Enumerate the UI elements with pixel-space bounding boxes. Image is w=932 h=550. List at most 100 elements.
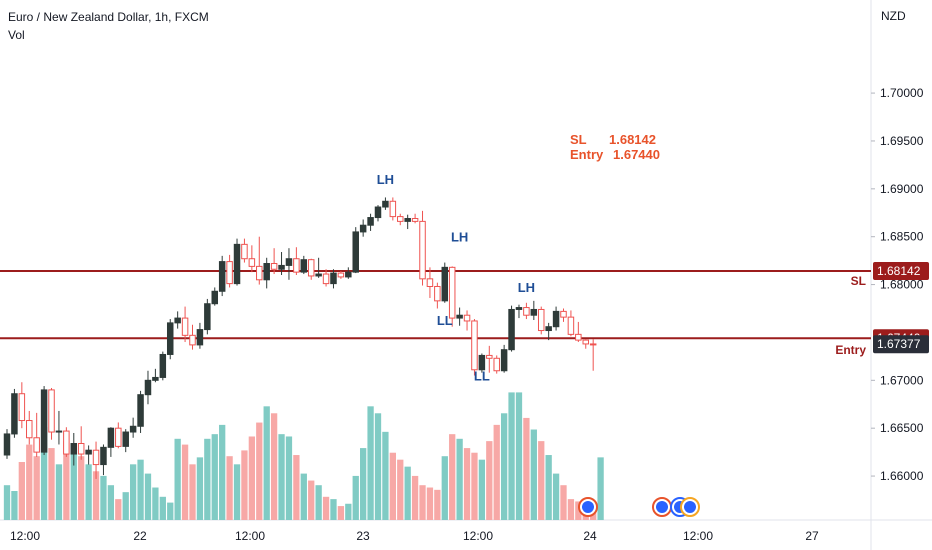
- candle-body: [307, 259, 315, 277]
- candle-body: [115, 427, 122, 447]
- candle-body: [523, 307, 530, 316]
- volume-bar: [78, 456, 85, 520]
- volume-bar: [575, 501, 582, 520]
- volume-bar: [92, 471, 100, 520]
- candle-body: [3, 433, 11, 456]
- volume-bar: [352, 475, 359, 520]
- candle-body: [508, 308, 515, 351]
- candle-body: [337, 272, 345, 278]
- candle-body: [493, 357, 500, 372]
- candle-body: [263, 263, 270, 281]
- candle-body: [315, 273, 322, 277]
- candle-body: [233, 243, 241, 285]
- candle-body: [129, 425, 137, 433]
- volume-bar: [219, 424, 226, 520]
- event-flag-icon: [582, 501, 594, 513]
- candle-body: [204, 303, 211, 331]
- volume-bar: [382, 431, 389, 520]
- candle-body: [85, 449, 92, 455]
- volume-bar: [11, 491, 18, 520]
- volume-bar: [360, 448, 367, 520]
- volume-bar: [337, 506, 345, 520]
- candle-body: [486, 354, 493, 359]
- candle-body: [322, 273, 330, 285]
- volume-bar: [285, 436, 293, 520]
- volume-bar: [315, 485, 322, 520]
- candle-body: [248, 258, 256, 267]
- volume-bar: [33, 456, 40, 520]
- candle-body: [560, 310, 567, 318]
- volume-bar: [478, 459, 486, 520]
- volume-bar: [278, 434, 285, 520]
- candle-body: [159, 353, 167, 378]
- candle-body: [419, 220, 426, 280]
- swing-label-lh: LH: [451, 229, 468, 244]
- candle-body: [500, 349, 508, 372]
- volume-bar: [100, 475, 107, 520]
- note-entry-price: 1.67440: [613, 147, 660, 162]
- candle-body: [270, 263, 278, 270]
- y-tick-label: 1.66000: [880, 469, 924, 483]
- y-tick-label: 1.69500: [880, 134, 924, 148]
- y-tick-label: 1.67000: [880, 373, 924, 387]
- note-sl-label: SL: [570, 132, 587, 147]
- candle-body: [389, 200, 397, 218]
- volume-bar: [159, 496, 166, 520]
- volume-bar: [270, 413, 278, 520]
- candle-body: [26, 420, 33, 439]
- chart-title: Euro / New Zealand Dollar, 1h, FXCM: [8, 10, 209, 24]
- candle-body: [345, 271, 352, 278]
- volume-bar: [181, 444, 189, 520]
- candle-body: [448, 266, 456, 319]
- y-tick-label: 1.68000: [880, 278, 924, 292]
- candle-body: [426, 278, 434, 287]
- swing-label-lh: LH: [518, 280, 535, 295]
- volume-bar: [189, 464, 196, 520]
- volume-bar: [397, 459, 404, 520]
- candle-body: [515, 307, 523, 310]
- candle-body: [374, 206, 382, 219]
- candle-body: [181, 317, 189, 336]
- volume-bar: [515, 392, 523, 520]
- volume-bar: [248, 436, 256, 520]
- candle-body: [552, 310, 560, 328]
- candle-body: [582, 339, 590, 345]
- candle-body: [40, 389, 48, 453]
- level-name-label: SL: [851, 274, 866, 288]
- volume-bar: [449, 434, 456, 520]
- candle-body: [70, 443, 78, 455]
- volume-label: Vol: [8, 28, 25, 42]
- volume-bar: [560, 485, 567, 520]
- swing-label-ll: LL: [474, 368, 490, 383]
- volume-bar: [18, 462, 25, 520]
- volume-bar: [85, 464, 92, 520]
- candle-body: [144, 379, 152, 396]
- candle-body: [218, 261, 226, 292]
- volume-bar: [55, 464, 63, 520]
- candle-body: [92, 449, 100, 466]
- candle-body: [256, 265, 263, 281]
- candle-body: [441, 266, 449, 302]
- volume-bar: [263, 406, 270, 520]
- x-tick-label: 12:00: [683, 529, 713, 543]
- volume-bar: [374, 413, 382, 520]
- candle-body: [11, 393, 18, 435]
- note-entry-label: Entry: [570, 147, 604, 162]
- volume-bar: [174, 438, 181, 520]
- volume-bar: [530, 429, 537, 520]
- note-sl-price: 1.68142: [609, 132, 656, 147]
- last-price-label: 1.67377: [877, 337, 921, 351]
- candle-body: [397, 216, 404, 222]
- candle-body: [55, 430, 63, 433]
- candle-body: [330, 272, 337, 285]
- x-tick-label: 22: [133, 529, 147, 543]
- currency-label: NZD: [881, 9, 906, 23]
- volume-bar: [256, 422, 263, 520]
- candle-body: [77, 443, 85, 455]
- y-tick-label: 1.70000: [880, 86, 924, 100]
- candle-body: [122, 431, 129, 447]
- x-tick-label: 12:00: [235, 529, 265, 543]
- volume-bar: [226, 456, 233, 520]
- volume-bar: [308, 480, 315, 520]
